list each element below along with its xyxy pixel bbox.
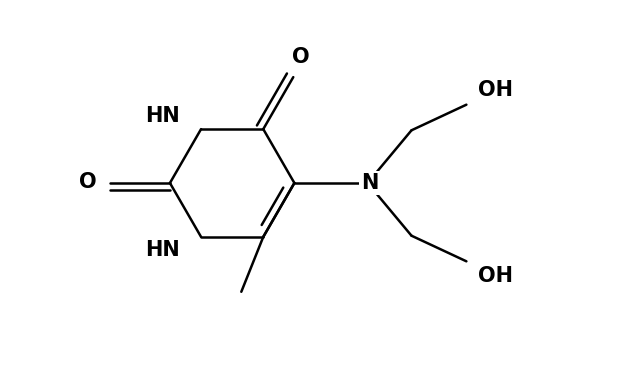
Text: HN: HN bbox=[146, 106, 180, 126]
Text: HN: HN bbox=[146, 240, 180, 260]
Text: O: O bbox=[292, 46, 309, 67]
Text: O: O bbox=[79, 172, 97, 191]
Text: N: N bbox=[361, 173, 378, 193]
Text: OH: OH bbox=[478, 80, 513, 100]
Text: OH: OH bbox=[478, 266, 513, 286]
